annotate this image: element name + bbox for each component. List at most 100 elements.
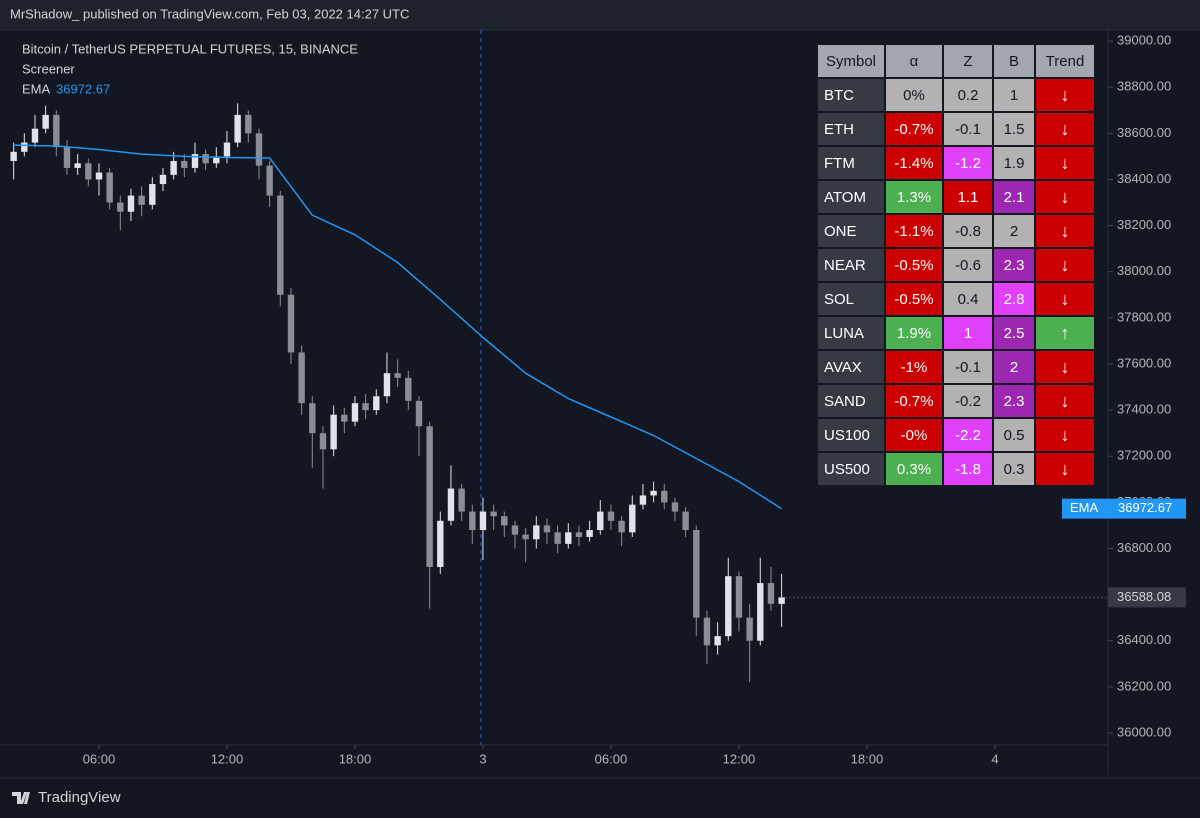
value-cell: -0.7% (886, 113, 942, 145)
screener-row: US500 0.3% -1.8 0.3 ↓ (818, 453, 1094, 485)
top-bar (0, 0, 1200, 30)
candle-body (693, 530, 700, 618)
y-tick-label: 38200.00 (1117, 217, 1171, 232)
candle-body (42, 114, 49, 129)
candle-body (671, 502, 679, 512)
value-cell: 2.3 (994, 385, 1034, 417)
y-tick-label: 38800.00 (1117, 79, 1171, 94)
x-tick-label: 4 (991, 751, 998, 766)
value-cell: -1.2 (944, 147, 992, 179)
candle-body (362, 403, 369, 411)
symbol-cell: BTC (818, 79, 884, 111)
candle-body (725, 576, 732, 637)
column-header: Z (944, 45, 992, 77)
y-tick-label: 36000.00 (1117, 724, 1171, 739)
candle-body (138, 195, 145, 205)
value-cell: 1 (994, 79, 1034, 111)
candle-body (85, 163, 92, 180)
candle-body (703, 617, 711, 646)
value-cell: -0.1 (944, 351, 992, 383)
value-cell: -0% (886, 419, 942, 451)
symbol-cell: FTM (818, 147, 884, 179)
value-cell: 1.3% (886, 181, 942, 213)
screener-row: BTC 0% 0.2 1 ↓ (818, 79, 1094, 111)
x-tick-label: 12:00 (723, 751, 756, 766)
candle-body (309, 403, 316, 434)
screener-row: SAND -0.7% -0.2 2.3 ↓ (818, 385, 1094, 417)
table-body: BTC 0% 0.2 1 ↓ ETH -0.7% -0.1 1.5 ↓ FTM -1.4% -1.2 1.… (818, 79, 1094, 485)
value-cell: 0.3% (886, 453, 942, 485)
value-cell: 0.2 (944, 79, 992, 111)
symbol-cell: US100 (818, 419, 884, 451)
ema-line (13, 144, 783, 510)
column-header: Symbol (818, 45, 884, 77)
y-tick-label: 36400.00 (1117, 632, 1171, 647)
candle-body (522, 534, 529, 540)
candle-body (639, 495, 647, 505)
value-cell: ↓ (1036, 453, 1094, 485)
value-cell: 1.9% (886, 317, 942, 349)
ema-legend-value: 36972.67 (56, 81, 110, 96)
value-cell: -0.6 (944, 249, 992, 281)
value-cell: 2.8 (994, 283, 1034, 315)
value-cell: ↓ (1036, 147, 1094, 179)
plot (10, 103, 1108, 683)
symbol-title: Bitcoin / TetherUS PERPETUAL FUTURES, 15… (22, 41, 358, 56)
y-tick-label: 37600.00 (1117, 355, 1171, 370)
column-header: Trend (1036, 45, 1094, 77)
value-cell: -1.8 (944, 453, 992, 485)
candle-body (437, 520, 444, 567)
candle-body (479, 511, 487, 531)
candle-body (575, 532, 583, 537)
symbol-cell: ETH (818, 113, 884, 145)
publish-info: MrShadow_ published on TradingView.com, … (10, 6, 409, 21)
candle-body (469, 511, 476, 531)
value-cell: ↓ (1036, 249, 1094, 281)
ema-legend-name: EMA (22, 81, 51, 96)
candle-body (53, 114, 60, 148)
value-cell: 2.3 (994, 249, 1034, 281)
value-cell: ↓ (1036, 283, 1094, 315)
candle-body (757, 583, 764, 641)
symbol-cell: AVAX (818, 351, 884, 383)
screener-row: LUNA 1.9% 1 2.5 ↑ (818, 317, 1094, 349)
candle-body (618, 520, 625, 533)
symbol-cell: SAND (818, 385, 884, 417)
value-cell: ↓ (1036, 79, 1094, 111)
symbol-cell: ONE (818, 215, 884, 247)
candle-body (10, 151, 17, 162)
candle-body (117, 202, 124, 212)
candle-body (447, 488, 455, 521)
symbol-cell: NEAR (818, 249, 884, 281)
candle-body (341, 414, 348, 422)
y-tick-label: 36800.00 (1117, 540, 1171, 555)
screener-row: ONE -1.1% -0.8 2 ↓ (818, 215, 1094, 247)
value-cell: -0.5% (886, 283, 942, 315)
candle-body (735, 576, 743, 618)
candle-body (543, 525, 551, 533)
candle-body (21, 142, 28, 152)
screener-row: US100 -0% -2.2 0.5 ↓ (818, 419, 1094, 451)
x-tick-label: 06:00 (595, 751, 628, 766)
candle-body (170, 161, 177, 175)
candle-body (213, 156, 220, 164)
candle-body (191, 154, 199, 168)
value-cell: -0.7% (886, 385, 942, 417)
candle-body (778, 597, 785, 604)
candle-body (202, 154, 209, 164)
candle-body (394, 373, 401, 378)
value-cell: 1 (944, 317, 992, 349)
candle-body (351, 403, 359, 422)
value-cell: 1.5 (994, 113, 1034, 145)
candle-body (490, 511, 497, 517)
candle-body (565, 532, 572, 544)
candle-body (287, 294, 295, 353)
column-header: α (886, 45, 942, 77)
candle-body (607, 511, 615, 521)
x-tick-label: 18:00 (851, 751, 884, 766)
symbol-cell: ATOM (818, 181, 884, 213)
value-cell: ↓ (1036, 385, 1094, 417)
value-cell: -1.1% (886, 215, 942, 247)
candle-body (458, 488, 465, 512)
